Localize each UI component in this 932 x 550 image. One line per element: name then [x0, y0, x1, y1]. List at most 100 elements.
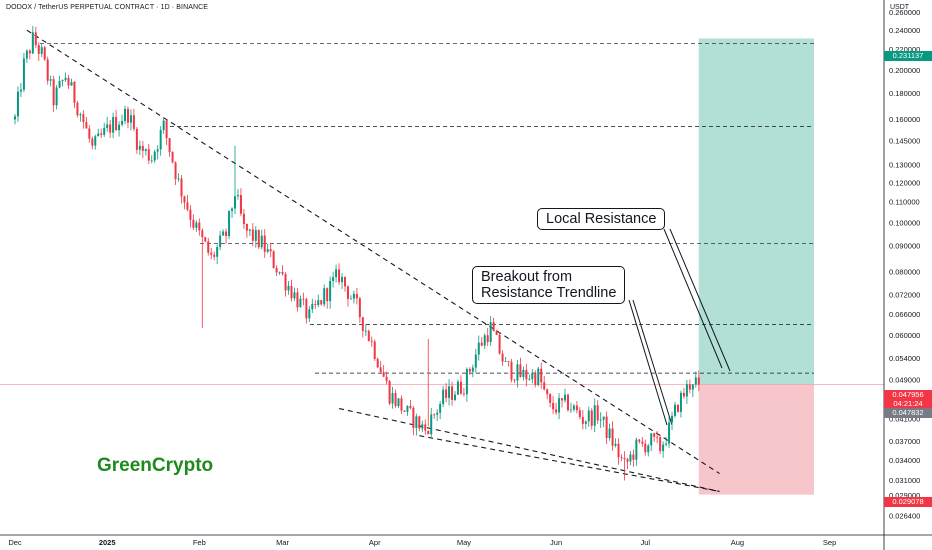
candle[interactable] [180, 178, 183, 197]
candle[interactable] [513, 379, 516, 381]
candle[interactable] [31, 32, 34, 54]
candle[interactable] [519, 364, 522, 377]
candle[interactable] [308, 309, 311, 319]
candle[interactable] [427, 430, 430, 435]
candle[interactable] [412, 407, 415, 428]
candle[interactable] [682, 392, 685, 397]
candle[interactable] [531, 372, 534, 380]
support-trendline[interactable] [419, 435, 720, 492]
candle[interactable] [590, 410, 593, 426]
candle[interactable] [129, 115, 132, 123]
candle[interactable] [34, 32, 37, 46]
candle[interactable] [501, 353, 504, 362]
candle[interactable] [281, 272, 284, 275]
candle[interactable] [46, 59, 49, 81]
candle[interactable] [525, 369, 528, 380]
candle[interactable] [156, 149, 159, 152]
candle[interactable] [174, 162, 177, 180]
candle[interactable] [456, 381, 459, 395]
candle[interactable] [370, 340, 373, 342]
candle[interactable] [138, 145, 141, 150]
candle[interactable] [248, 229, 251, 231]
candle[interactable] [653, 433, 656, 437]
candle[interactable] [28, 50, 31, 54]
candle[interactable] [644, 443, 647, 453]
candle[interactable] [109, 124, 112, 133]
candle[interactable] [662, 444, 665, 452]
candle[interactable] [442, 389, 445, 405]
candle[interactable] [150, 160, 153, 162]
candle[interactable] [153, 151, 156, 161]
candle[interactable] [219, 235, 222, 248]
candle[interactable] [445, 389, 448, 398]
candle[interactable] [697, 377, 700, 385]
candle[interactable] [587, 410, 590, 422]
candle[interactable] [566, 394, 569, 411]
candle[interactable] [58, 81, 61, 88]
candle[interactable] [296, 292, 299, 308]
candle[interactable] [349, 298, 352, 300]
candle[interactable] [635, 439, 638, 460]
candle[interactable] [650, 433, 653, 446]
candle[interactable] [201, 230, 204, 238]
candle[interactable] [623, 457, 626, 460]
candle[interactable] [323, 288, 326, 305]
candle[interactable] [599, 419, 602, 421]
candle[interactable] [171, 152, 174, 163]
candle[interactable] [373, 341, 376, 359]
candle[interactable] [659, 437, 662, 452]
candle[interactable] [305, 299, 308, 319]
candle[interactable] [284, 274, 287, 291]
candle[interactable] [275, 267, 278, 273]
candle[interactable] [207, 241, 210, 253]
candle[interactable] [118, 124, 121, 131]
candle[interactable] [19, 89, 22, 92]
candle[interactable] [91, 138, 94, 146]
candle[interactable] [16, 91, 19, 117]
candle[interactable] [558, 398, 561, 413]
candle[interactable] [608, 428, 611, 439]
candle[interactable] [251, 229, 254, 241]
candle[interactable] [549, 394, 552, 403]
candle[interactable] [421, 424, 424, 429]
candle[interactable] [213, 254, 216, 257]
candle[interactable] [22, 58, 25, 90]
candle[interactable] [210, 252, 213, 255]
candle[interactable] [37, 45, 40, 54]
candle[interactable] [364, 330, 367, 332]
candle[interactable] [552, 402, 555, 410]
candle[interactable] [225, 231, 228, 237]
candle[interactable] [73, 81, 76, 103]
candle[interactable] [397, 398, 400, 407]
candle[interactable] [186, 202, 189, 210]
candle[interactable] [260, 235, 263, 248]
candle[interactable] [88, 128, 91, 139]
candle[interactable] [418, 416, 421, 429]
candle[interactable] [584, 421, 587, 424]
candle[interactable] [424, 424, 427, 431]
candle[interactable] [388, 381, 391, 404]
candle[interactable] [367, 330, 370, 341]
candle[interactable] [112, 117, 115, 133]
candle[interactable] [400, 398, 403, 411]
candle[interactable] [668, 422, 671, 444]
candle[interactable] [141, 145, 144, 152]
candle[interactable] [685, 384, 688, 397]
candle[interactable] [394, 393, 397, 407]
candle[interactable] [605, 416, 608, 439]
candle[interactable] [162, 120, 165, 131]
candle[interactable] [691, 384, 694, 390]
candle[interactable] [641, 441, 644, 444]
candle[interactable] [25, 50, 28, 59]
candle[interactable] [204, 237, 207, 242]
candle[interactable] [504, 361, 507, 362]
candle[interactable] [335, 269, 338, 278]
symbol-title[interactable]: DODOX / TetherUS PERPETUAL CONTRACT · 1D… [6, 4, 209, 11]
target-zone[interactable] [698, 38, 814, 385]
candle[interactable] [177, 178, 180, 180]
candle[interactable] [266, 249, 269, 252]
candle[interactable] [183, 196, 186, 203]
candle[interactable] [159, 130, 162, 150]
candle[interactable] [293, 292, 296, 299]
candle[interactable] [430, 414, 433, 435]
